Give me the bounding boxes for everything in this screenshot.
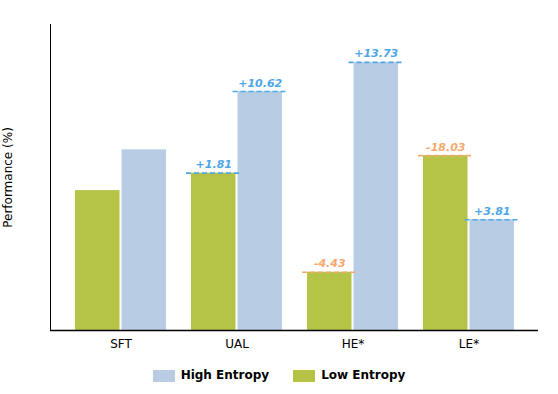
svg-text:-4.43: -4.43 [314,257,346,270]
html-text:High Entropy: High Entropy [180,368,270,382]
svg-text:+13.73: +13.73 [354,47,398,60]
svg-text:SFT: SFT [110,337,132,351]
svg-text:-18.03: -18.03 [426,141,466,154]
html-text:Low Entropy: Low Entropy [321,368,406,382]
svg-text:Performance (%): Performance (%) [1,127,15,228]
svg-text:HE*: HE* [342,337,365,351]
svg-text:LE*: LE* [459,337,479,351]
svg-text:+3.81: +3.81 [474,205,510,218]
svg-text:+10.62: +10.62 [238,77,282,90]
svg-text:UAL: UAL [225,337,249,351]
svg-text:+1.81: +1.81 [196,158,232,171]
